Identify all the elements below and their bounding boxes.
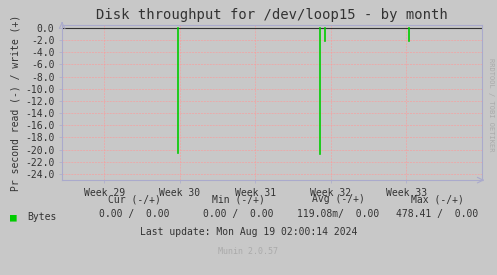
Text: 0.00 /  0.00: 0.00 / 0.00 [99, 209, 169, 219]
Text: 478.41 /  0.00: 478.41 / 0.00 [396, 209, 479, 219]
Text: 119.08m/  0.00: 119.08m/ 0.00 [297, 209, 379, 219]
Text: Max (-/+): Max (-/+) [411, 194, 464, 204]
Text: 0.00 /  0.00: 0.00 / 0.00 [203, 209, 274, 219]
Title: Disk throughput for /dev/loop15 - by month: Disk throughput for /dev/loop15 - by mon… [96, 8, 448, 22]
Y-axis label: Pr second read (-) / write (+): Pr second read (-) / write (+) [11, 14, 21, 191]
Text: Avg (-/+): Avg (-/+) [312, 194, 364, 204]
Text: Last update: Mon Aug 19 02:00:14 2024: Last update: Mon Aug 19 02:00:14 2024 [140, 227, 357, 237]
Text: Cur (-/+): Cur (-/+) [108, 194, 161, 204]
Text: ■: ■ [10, 212, 17, 222]
Text: Bytes: Bytes [27, 212, 57, 222]
Text: RRDTOOL / TOBI OETIKER: RRDTOOL / TOBI OETIKER [488, 58, 494, 151]
Text: Min (-/+): Min (-/+) [212, 194, 265, 204]
Text: Munin 2.0.57: Munin 2.0.57 [219, 247, 278, 256]
